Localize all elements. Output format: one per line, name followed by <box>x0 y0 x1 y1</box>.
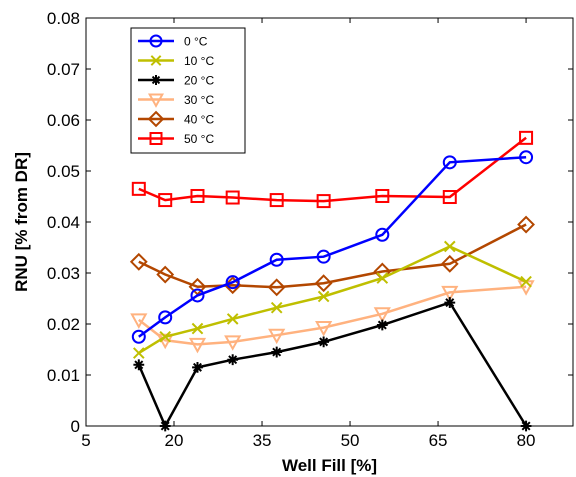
series-10-c <box>132 240 532 359</box>
legend: 0 °C 10 °C 20 °C 30 °C 40 °C 50 °C <box>130 27 246 154</box>
data-point-marker <box>130 313 148 329</box>
x-tick-label: 35 <box>253 431 272 450</box>
data-point-marker <box>147 93 165 108</box>
data-point-marker <box>443 240 456 253</box>
data-point-marker <box>376 272 389 284</box>
x-tick-label: 5 <box>81 431 90 450</box>
data-point-marker <box>271 346 283 358</box>
data-point-marker <box>269 193 284 208</box>
data-point-marker <box>318 336 330 348</box>
series-line <box>138 155 527 338</box>
data-point-marker <box>270 301 283 314</box>
series-0-c <box>131 150 534 344</box>
y-tick-label: 0 <box>71 417 80 436</box>
y-axis-title: RNU [% from DR] <box>12 152 31 292</box>
data-point-marker <box>131 329 146 344</box>
data-point-marker <box>147 110 165 128</box>
data-point-marker <box>441 285 459 302</box>
data-point-marker <box>132 347 145 359</box>
legend-label: 10 °C <box>184 54 214 68</box>
data-point-marker <box>149 132 163 145</box>
legend-label: 30 °C <box>184 93 214 107</box>
data-point-marker <box>520 275 532 288</box>
y-tick-label: 0.01 <box>47 366 80 385</box>
y-tick-label: 0.08 <box>47 9 80 28</box>
data-point-marker <box>375 188 390 203</box>
data-point-marker <box>150 55 162 66</box>
data-point-marker <box>373 307 391 323</box>
data-point-marker <box>440 254 459 273</box>
x-tick-label: 50 <box>341 431 360 450</box>
legend-label: 0 °C <box>184 35 208 49</box>
data-point-marker <box>159 420 171 432</box>
data-point-marker <box>158 193 173 208</box>
data-point-marker <box>151 75 161 85</box>
data-point-marker <box>225 275 240 290</box>
data-point-marker <box>520 420 532 432</box>
legend-label: 50 °C <box>184 132 214 146</box>
data-point-marker <box>316 249 331 264</box>
data-point-marker <box>317 290 330 303</box>
legend-item: 30 °C <box>138 93 214 108</box>
series-line <box>138 136 527 203</box>
x-tick-label: 65 <box>429 431 448 450</box>
y-tick-label: 0.04 <box>47 213 80 232</box>
data-point-marker <box>190 188 205 203</box>
y-tick-label: 0.06 <box>47 111 80 130</box>
data-point-marker <box>133 359 145 371</box>
data-point-marker <box>188 337 207 354</box>
y-tick-label: 0.03 <box>47 264 80 283</box>
series-50-c <box>131 130 534 209</box>
x-tick-label: 20 <box>165 431 184 450</box>
data-point-marker <box>156 265 175 284</box>
data-point-marker <box>190 288 205 303</box>
series-line <box>138 285 527 346</box>
y-tick-label: 0.05 <box>47 162 80 181</box>
plot-area: 0 0.01 0.02 0.03 0.04 0.05 0.06 0.07 0.08 5 20 35 50… <box>47 9 574 450</box>
data-point-marker <box>314 274 333 293</box>
data-point-marker <box>267 278 286 297</box>
data-point-marker <box>269 252 284 267</box>
legend-label: 40 °C <box>184 113 214 127</box>
series-20-c <box>133 297 532 432</box>
data-point-marker <box>517 215 535 234</box>
y-tick-label: 0.02 <box>47 315 80 334</box>
data-point-marker <box>224 335 242 351</box>
series-line <box>138 223 527 289</box>
data-point-marker <box>131 181 146 196</box>
data-point-marker <box>444 297 456 308</box>
data-point-marker <box>519 130 534 145</box>
data-point-marker <box>192 361 203 373</box>
x-tick-label: 80 <box>517 431 536 450</box>
data-point-marker <box>225 190 240 205</box>
legend-item: 20 °C <box>138 74 214 88</box>
legend-item: 0 °C <box>138 34 208 49</box>
y-tick-label: 0.07 <box>47 60 80 79</box>
data-point-marker <box>316 194 331 209</box>
data-point-marker <box>519 150 534 165</box>
data-point-marker <box>376 319 388 331</box>
legend-item: 50 °C <box>138 132 214 146</box>
legend-item: 40 °C <box>138 110 214 128</box>
data-point-marker <box>159 330 172 343</box>
legend-item: 10 °C <box>138 54 214 68</box>
data-point-marker <box>191 322 204 335</box>
data-point-marker <box>129 252 148 271</box>
data-point-marker <box>268 328 286 345</box>
legend-label: 20 °C <box>184 74 214 88</box>
data-point-marker <box>226 313 239 325</box>
data-point-marker <box>442 155 457 170</box>
data-point-marker <box>315 321 333 337</box>
x-axis-title: Well Fill [%] <box>282 456 377 475</box>
data-point-marker <box>158 310 173 325</box>
data-point-marker <box>149 34 163 48</box>
data-point-marker <box>442 190 457 205</box>
data-point-marker <box>375 227 390 242</box>
data-point-marker <box>227 354 239 366</box>
